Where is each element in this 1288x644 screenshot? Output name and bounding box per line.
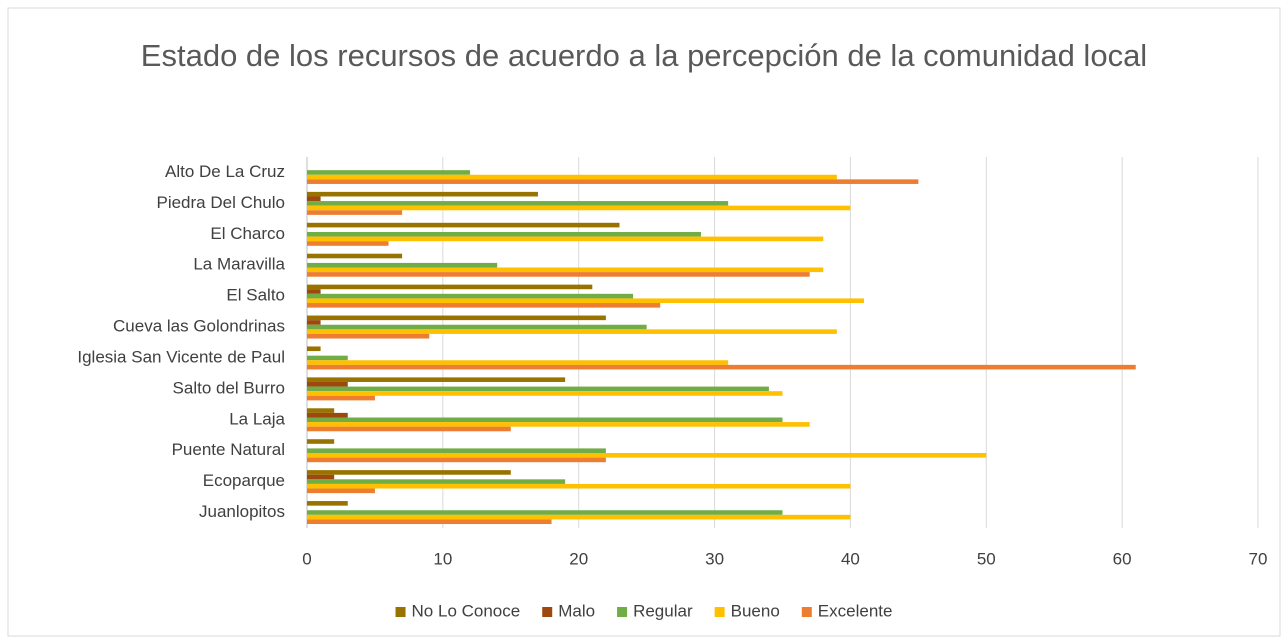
bar xyxy=(307,196,321,202)
bar xyxy=(307,483,851,489)
bar xyxy=(307,298,865,304)
legend-label: Excelente xyxy=(818,601,893,620)
legend-label: Regular xyxy=(633,601,693,620)
chart-title: Estado de los recursos de acuerdo a la p… xyxy=(140,38,1148,73)
bar xyxy=(307,395,375,401)
bar xyxy=(307,174,837,180)
x-tick-label: 40 xyxy=(841,549,860,568)
bar xyxy=(307,457,606,463)
bar xyxy=(307,241,389,246)
bar xyxy=(307,179,919,184)
bar xyxy=(307,272,810,277)
bar xyxy=(307,377,566,382)
bar xyxy=(307,303,661,308)
bar xyxy=(307,329,837,334)
bar xyxy=(307,262,498,268)
bar xyxy=(307,417,783,423)
y-tick-label: La Maravilla xyxy=(193,255,285,274)
y-tick-label: El Charco xyxy=(210,224,285,243)
bar xyxy=(307,381,348,387)
bar xyxy=(307,470,511,475)
y-tick-label: El Salto xyxy=(226,286,285,305)
legend-swatch xyxy=(714,607,725,617)
bar xyxy=(307,236,824,242)
x-tick-label: 0 xyxy=(302,549,311,568)
bar xyxy=(307,231,701,237)
legend-label: Malo xyxy=(558,601,595,620)
y-tick-label: Puente Natural xyxy=(172,440,285,459)
bar xyxy=(307,315,606,321)
bar xyxy=(307,514,851,520)
legend-label: Bueno xyxy=(731,601,780,620)
bar xyxy=(307,201,729,206)
legend-swatch xyxy=(801,607,812,617)
legend-label: No Lo Conoce xyxy=(412,601,521,620)
bar xyxy=(307,253,403,259)
bar xyxy=(307,426,511,432)
bar xyxy=(307,222,620,228)
y-tick-label: Juanlopitos xyxy=(199,502,285,521)
bar xyxy=(307,324,647,330)
x-tick-label: 20 xyxy=(569,549,588,568)
x-tick-label: 10 xyxy=(433,549,452,568)
bar xyxy=(307,355,348,361)
bar xyxy=(307,346,321,352)
x-tick-label: 30 xyxy=(705,549,724,568)
y-tick-label: Salto del Burro xyxy=(173,378,285,397)
bar xyxy=(307,289,321,294)
bar xyxy=(307,191,538,197)
bar xyxy=(307,210,403,215)
bar xyxy=(307,412,348,418)
bar xyxy=(307,364,1136,370)
y-tick-label: Alto De La Cruz xyxy=(165,162,285,181)
y-tick-label: Ecoparque xyxy=(203,471,285,490)
y-tick-label: La Laja xyxy=(229,409,285,428)
x-tick-label: 70 xyxy=(1249,549,1268,568)
bar xyxy=(307,474,335,480)
bar xyxy=(307,293,634,299)
legend-swatch xyxy=(617,607,628,617)
bar xyxy=(307,479,566,484)
bar xyxy=(307,284,593,290)
bar xyxy=(307,170,471,175)
y-tick-label: Piedra Del Chulo xyxy=(156,193,285,212)
legend-swatch xyxy=(542,607,553,617)
bar xyxy=(307,320,321,325)
bar xyxy=(307,267,824,273)
bar xyxy=(307,408,335,413)
bar xyxy=(307,205,851,211)
legend-swatch xyxy=(395,607,406,617)
chart-border xyxy=(7,7,1281,637)
bar xyxy=(307,386,769,392)
y-tick-label: Cueva las Golondrinas xyxy=(113,317,285,336)
bar xyxy=(307,333,430,339)
bar xyxy=(307,519,552,525)
bar xyxy=(307,422,810,427)
bar xyxy=(307,439,335,444)
bar xyxy=(307,391,783,396)
bar xyxy=(307,453,987,458)
x-tick-label: 60 xyxy=(1113,549,1132,568)
x-tick-label: 50 xyxy=(977,549,996,568)
bar xyxy=(307,488,375,494)
y-tick-label: Iglesia San Vicente de Paul xyxy=(77,347,285,366)
bar xyxy=(307,510,783,515)
bar xyxy=(307,501,348,506)
bar xyxy=(307,360,729,365)
bar xyxy=(307,448,606,454)
